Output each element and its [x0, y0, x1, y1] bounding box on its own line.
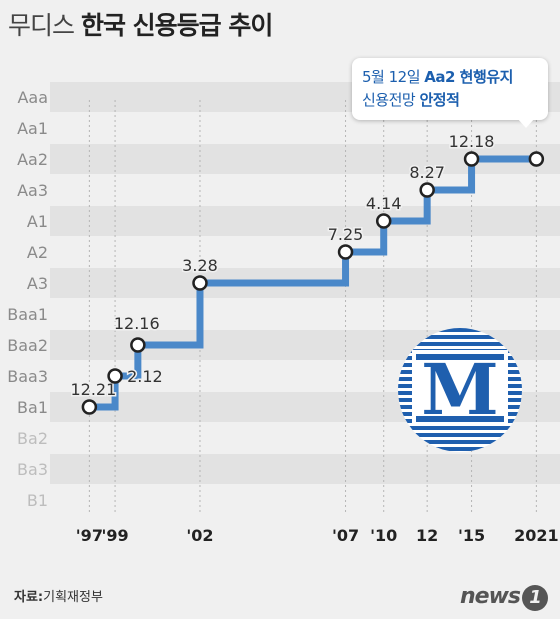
- callout-line2-prefix: 신용전망: [362, 91, 420, 109]
- x-tick-label: '97: [76, 526, 103, 545]
- y-tick-label: A1: [27, 212, 48, 231]
- rating-change-point: [337, 244, 354, 260]
- callout-tail: [517, 118, 535, 128]
- emblem-stripe: [398, 440, 522, 444]
- news1-logo: news 1: [460, 584, 548, 611]
- y-tick-label: A2: [27, 243, 48, 262]
- rating-change-point: [463, 151, 480, 167]
- source-note: 자료:기획재정부: [14, 586, 103, 605]
- emblem-stripe: [398, 328, 522, 332]
- callout-line1-prefix: 5월 12일: [362, 68, 425, 86]
- y-tick-label: Baa2: [7, 336, 48, 355]
- callout-line2-highlight: 안정적: [419, 91, 460, 109]
- emblem-panel: [412, 350, 508, 424]
- rating-change-point: [375, 213, 392, 229]
- logo-text: news: [459, 584, 521, 609]
- y-tick-label: Ba3: [17, 460, 48, 479]
- x-tick-label: '99: [101, 526, 128, 545]
- point-label: 12.16: [114, 314, 160, 333]
- y-tick-label: Ba1: [17, 398, 48, 417]
- source-value: 기획재정부: [43, 590, 103, 605]
- rating-step-line: [89, 155, 537, 411]
- emblem-stripe: [398, 335, 522, 339]
- title-main: 한국 신용등급 추이: [80, 11, 273, 40]
- emblem-top-bar: [416, 354, 504, 360]
- y-tick-label: Baa1: [7, 305, 48, 324]
- band-ba3: [50, 454, 560, 484]
- rating-change-point: [81, 399, 98, 415]
- y-tick-label: Baa3: [7, 367, 48, 386]
- y-tick-label: Aaa: [17, 88, 48, 107]
- source-label: 자료:: [14, 590, 44, 605]
- rating-change-point: [130, 337, 146, 353]
- callout-box: 5월 12일 Aa2 현행유지 신용전망 안정적: [352, 58, 548, 120]
- rating-change-point: [419, 182, 435, 198]
- emblem-stripe: [398, 447, 522, 451]
- callout-line1-highlight: Aa2 현행유지: [424, 68, 513, 86]
- emblem-m-letter: M: [421, 348, 499, 431]
- rating-change-point: [107, 368, 123, 384]
- point-label: 7.25: [328, 225, 364, 244]
- x-tick-label: '07: [332, 526, 359, 545]
- logo-badge: 1: [522, 585, 548, 611]
- emblem-stripe: [398, 342, 522, 346]
- point-label: 8.27: [409, 163, 445, 182]
- x-tick-label: '15: [458, 526, 485, 545]
- title-prefix: 무디스: [8, 11, 75, 40]
- point-label: 12.18: [449, 132, 495, 151]
- x-tick-label: '10: [370, 526, 397, 545]
- rating-change-point: [528, 151, 545, 167]
- y-tick-label: Aa1: [17, 119, 48, 138]
- y-tick-label: Aa3: [17, 181, 48, 200]
- x-tick-label: 2021: [514, 526, 559, 545]
- point-label: 3.28: [182, 256, 218, 275]
- band-a1: [50, 206, 560, 236]
- y-tick-label: Ba2: [17, 429, 48, 448]
- point-label: 2.12: [127, 367, 163, 386]
- chart-title: 무디스 한국 신용등급 추이: [8, 6, 273, 42]
- emblem-stripe: [398, 426, 522, 430]
- y-tick-label: Aa2: [17, 150, 48, 169]
- point-label: 4.14: [366, 194, 402, 213]
- emblem-stripe: [398, 433, 522, 437]
- y-tick-label: A3: [27, 274, 48, 293]
- x-tick-label: '02: [186, 526, 213, 545]
- x-tick-label: 12: [416, 526, 438, 545]
- y-tick-label: B1: [27, 491, 48, 510]
- rating-change-point: [192, 275, 208, 291]
- emblem-base-bar: [416, 416, 504, 422]
- point-label: 12.21: [70, 380, 116, 399]
